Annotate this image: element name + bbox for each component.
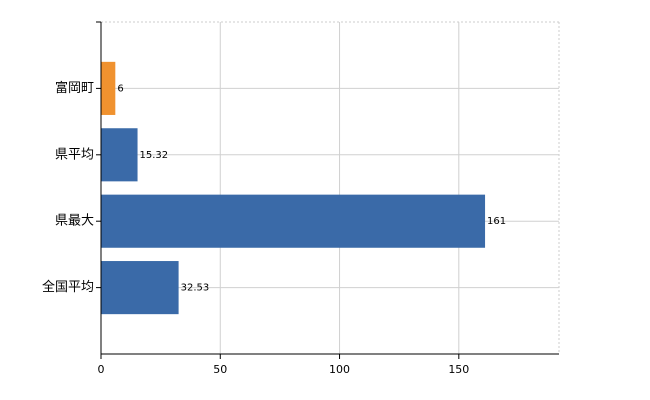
value-label: 161 <box>487 216 506 227</box>
y-tick-label: 全国平均 <box>42 279 94 295</box>
x-tick-label: 100 <box>329 363 350 376</box>
x-tick-label: 0 <box>98 363 105 376</box>
x-tick-label: 150 <box>448 363 469 376</box>
bar <box>101 194 486 248</box>
value-label: 32.53 <box>181 283 210 294</box>
bar <box>101 261 179 315</box>
value-label: 15.32 <box>140 150 169 161</box>
y-tick-label: 富岡町 <box>55 80 94 96</box>
bar <box>101 128 138 182</box>
y-tick-label: 県最大 <box>55 214 94 229</box>
value-label: 6 <box>117 83 123 94</box>
x-tick-label: 50 <box>213 363 227 376</box>
y-tick-label: 県平均 <box>55 147 94 162</box>
bar <box>101 61 116 115</box>
